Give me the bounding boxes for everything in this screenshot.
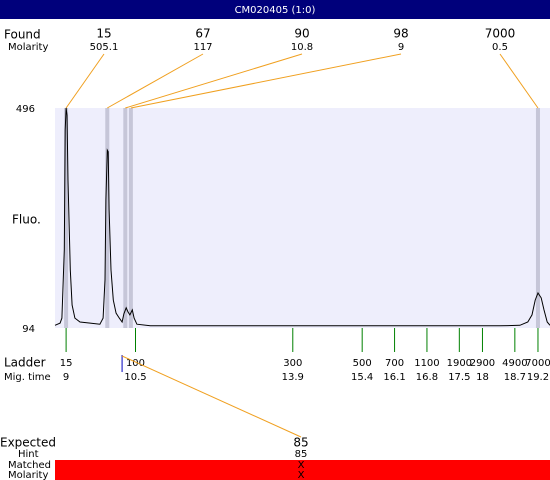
- ladder-size: 500: [353, 358, 372, 369]
- peak-leader: [499, 53, 539, 109]
- found-molarity: 0.5: [492, 42, 508, 53]
- ladder-time: 17.5: [448, 372, 470, 383]
- ladder-size: 15: [60, 358, 73, 369]
- found-size: 67: [195, 27, 210, 41]
- ladder-size: 7000: [525, 358, 550, 369]
- hint-value: 85: [295, 449, 308, 460]
- ladder-time: 16.8: [416, 372, 438, 383]
- ladder-size: 300: [283, 358, 302, 369]
- ladder-size: 4900: [502, 358, 527, 369]
- found-molarity: 505.1: [90, 42, 119, 53]
- peak-band: [123, 108, 128, 328]
- y-tick-label: 94: [22, 324, 35, 335]
- ladder-size: 700: [385, 358, 404, 369]
- peak-leader: [130, 53, 402, 109]
- expected-value: 85: [293, 436, 308, 450]
- molarity-value: X: [298, 470, 305, 480]
- peak-band: [105, 108, 110, 328]
- found-label: Found: [4, 28, 41, 42]
- found-molarity: 9: [398, 42, 404, 53]
- peak-leader: [125, 53, 303, 109]
- ladder-size: 1100: [414, 358, 439, 369]
- hint-label: Hint: [18, 449, 39, 460]
- found-molarity: 117: [193, 42, 212, 53]
- found-size: 98: [393, 27, 408, 41]
- ladder-size: 100: [126, 358, 145, 369]
- found-size: 90: [294, 27, 309, 41]
- ladder-size: 2900: [470, 358, 495, 369]
- window-title: CM020405 (1:0): [235, 5, 316, 16]
- ladder-time: 18.7: [504, 372, 526, 383]
- expected-leader: [121, 355, 302, 438]
- ladder-time: 9: [63, 372, 69, 383]
- plot-area: [55, 108, 550, 328]
- ladder-time: 19.2: [527, 372, 549, 383]
- found-molarity: 10.8: [291, 42, 313, 53]
- ladder-time: 18: [476, 372, 489, 383]
- peak-leader: [107, 53, 204, 109]
- matched-label: Matched: [8, 460, 51, 471]
- matched-value: X: [298, 460, 305, 471]
- ladder-time: 15.4: [351, 372, 373, 383]
- title-bar: [0, 0, 550, 19]
- molarity-label: Molarity: [8, 470, 48, 480]
- y-tick-label: 496: [16, 104, 35, 115]
- ladder-sub-label: Mig. time: [4, 372, 51, 383]
- peak-leader: [65, 53, 105, 109]
- ladder-label: Ladder: [4, 356, 46, 370]
- peak-band: [64, 108, 69, 328]
- trace: [54, 107, 550, 327]
- ladder-size: 1900: [447, 358, 472, 369]
- found-sub-label: Molarity: [8, 42, 48, 53]
- ladder-time: 10.5: [124, 372, 146, 383]
- expected-label: Expected: [0, 436, 56, 450]
- ladder-time: 16.1: [383, 372, 405, 383]
- found-size: 7000: [485, 27, 516, 41]
- ladder-time: 13.9: [282, 372, 304, 383]
- found-size: 15: [96, 27, 111, 41]
- peak-band: [128, 108, 133, 328]
- match-bar: [55, 460, 550, 480]
- y-axis-label: Fluo.: [12, 213, 41, 227]
- peak-band: [535, 108, 540, 328]
